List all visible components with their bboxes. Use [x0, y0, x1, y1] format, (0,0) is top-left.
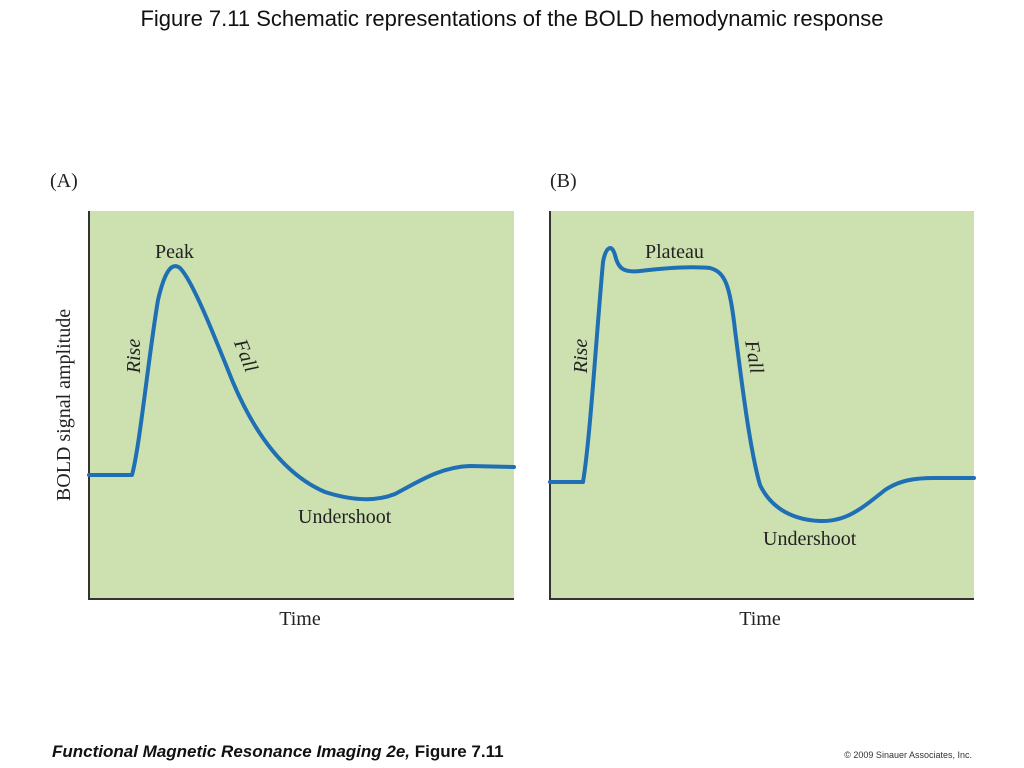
footer-source-title: Functional Magnetic Resonance Imaging 2e…	[52, 742, 504, 762]
panel-a-rise-label: Rise	[123, 339, 145, 375]
panel-a-peak-label: Peak	[155, 241, 194, 263]
panel-b-background	[550, 211, 974, 598]
footer-figure-ref: Figure 7.11	[410, 742, 504, 761]
panel-b-response-curve	[548, 246, 976, 524]
panel-a-background	[89, 211, 514, 598]
panel-b-label: (B)	[550, 170, 577, 192]
panel-b-rise-label: Rise	[570, 339, 592, 375]
footer-book-title: Functional Magnetic Resonance Imaging 2e…	[52, 742, 411, 761]
slide-title: Figure 7.11 Schematic representations of…	[140, 6, 884, 31]
panel-a-x-axis-label: Time	[279, 608, 321, 630]
panel-b: (B) Plateau Rise Fall Undershoot Time	[548, 170, 976, 630]
panel-a-undershoot-label: Undershoot	[298, 506, 392, 528]
panel-b-undershoot-label: Undershoot	[763, 528, 857, 550]
y-axis-label: BOLD signal amplitude	[53, 309, 75, 501]
panel-a-response-curve	[87, 264, 516, 502]
panel-a: (A) Peak Rise Fall Undershoot Time	[50, 170, 516, 630]
panel-b-plateau-label: Plateau	[645, 241, 704, 263]
panel-b-x-axis-label: Time	[739, 608, 781, 630]
footer-copyright: © 2009 Sinauer Associates, Inc.	[844, 750, 972, 760]
panel-a-label: (A)	[50, 170, 78, 192]
